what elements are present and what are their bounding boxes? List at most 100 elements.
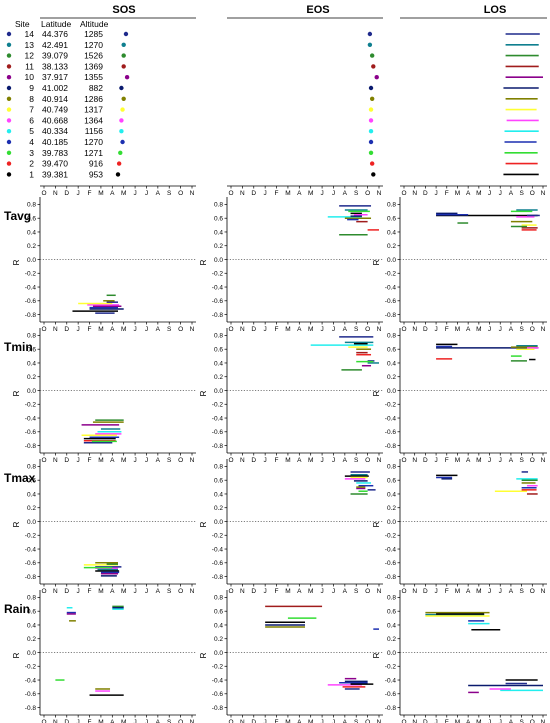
x-tick-label-sos-timing-12: O <box>178 190 183 197</box>
x-tick-label-tmax-eos-9: J <box>332 588 335 595</box>
x-tick-label-tavg-eos-9: J <box>332 326 335 333</box>
x-tick-label-sos-timing-11: S <box>167 190 172 197</box>
x-tick-label-tavg-sos-3: J <box>77 326 80 333</box>
legend-site-13: 13 <box>25 40 35 50</box>
y-tick-label-tavg-eos-5: -0.2 <box>212 271 224 278</box>
x-tick-label-tavg-los-2: D <box>423 326 428 333</box>
x-tick-label-rain-sos-0: O <box>41 719 46 723</box>
x-tick-label-tmin-eos-5: M <box>285 457 290 464</box>
y-tick-label-tavg-sos-6: -0.4 <box>25 284 37 291</box>
legend-site-11: 11 <box>25 61 34 71</box>
y-tick-label-tavg-los-7: -0.6 <box>385 298 397 305</box>
y-tick-label-tavg-sos-4: 0.0 <box>27 257 36 264</box>
legend-site-8: 8 <box>29 94 34 104</box>
x-tick-label-tmax-sos-7: M <box>121 588 126 595</box>
y-tick-label-rain-los-0: 0.8 <box>387 595 396 602</box>
legend-site-7: 7 <box>29 105 34 115</box>
legend-altitude-site-2: 916 <box>89 159 103 169</box>
legend-latitude-site-13: 42.491 <box>42 40 68 50</box>
y-axis-label-tmin-los: R <box>372 390 381 396</box>
x-tick-label-tmin-sos-9: J <box>145 457 148 464</box>
x-tick-label-sos-timing-1: N <box>53 190 58 197</box>
legend-latitude-site-4: 40.185 <box>42 137 68 147</box>
x-tick-label-tavg-sos-12: O <box>178 326 183 333</box>
x-tick-label-tmax-eos-13: N <box>377 588 382 595</box>
eos-point-site-3 <box>368 150 374 155</box>
y-tick-label-tmax-eos-0: 0.8 <box>214 464 223 471</box>
legend-altitude-site-14: 1285 <box>84 29 103 39</box>
y-tick-label-tmin-los-0: 0.8 <box>387 333 396 340</box>
x-tick-label-tmax-sos-9: J <box>145 588 148 595</box>
x-tick-label-sos-timing-9: J <box>145 190 148 197</box>
x-tick-label-tmin-los-0: O <box>401 457 406 464</box>
legend-swatch-site-8 <box>6 96 12 102</box>
x-tick-label-tmax-los-7: M <box>476 588 481 595</box>
y-axis-label-rain-eos: R <box>199 652 208 658</box>
x-tick-label-tmin-sos-4: F <box>88 457 92 464</box>
x-tick-label-tmax-sos-10: A <box>156 588 161 595</box>
x-tick-label-los-timing-9: J <box>499 190 502 197</box>
x-tick-label-rain-los-6: A <box>466 719 471 723</box>
x-tick-label-tmin-los-12: O <box>530 457 535 464</box>
x-tick-label-rain-los-5: M <box>455 719 460 723</box>
y-tick-label-rain-los-3: 0.2 <box>387 636 396 643</box>
x-tick-label-tavg-los-13: N <box>541 326 546 333</box>
x-tick-label-tmin-los-6: A <box>466 457 471 464</box>
x-tick-label-rain-eos-10: A <box>343 719 348 723</box>
x-tick-label-tavg-sos-6: A <box>110 326 115 333</box>
legend-swatch-site-2 <box>6 161 12 166</box>
x-tick-label-tavg-los-7: M <box>476 326 481 333</box>
x-tick-label-tavg-los-8: J <box>488 326 491 333</box>
y-tick-label-tmax-sos-5: -0.2 <box>25 533 37 540</box>
y-tick-label-rain-los-5: -0.2 <box>385 664 397 671</box>
x-tick-label-tmin-eos-11: S <box>354 457 359 464</box>
legend-latitude-site-5: 40.334 <box>42 126 68 136</box>
x-tick-label-tmin-los-4: F <box>445 457 449 464</box>
x-tick-label-tmax-los-9: J <box>499 588 502 595</box>
y-tick-label-tmin-eos-6: -0.4 <box>212 415 224 422</box>
x-tick-label-tmin-los-13: N <box>541 457 546 464</box>
x-tick-label-rain-sos-5: M <box>98 719 103 723</box>
legend-latitude-site-14: 44.376 <box>42 29 68 39</box>
legend-altitude-site-8: 1286 <box>84 94 103 104</box>
x-tick-label-tmax-eos-7: M <box>308 588 313 595</box>
x-tick-label-tavg-sos-4: F <box>88 326 92 333</box>
y-tick-label-rain-los-6: -0.4 <box>385 677 397 684</box>
y-axis-label-tmax-los: R <box>372 521 381 527</box>
legend-site-12: 12 <box>25 51 35 61</box>
x-tick-label-tavg-eos-13: N <box>377 326 382 333</box>
x-tick-label-tmin-los-10: A <box>509 457 514 464</box>
legend-latitude-site-7: 40.749 <box>42 105 68 115</box>
legend-site-4: 4 <box>29 137 34 147</box>
x-tick-label-eos-timing-12: O <box>365 190 370 197</box>
x-tick-label-tavg-sos-11: S <box>167 326 172 333</box>
y-tick-label-tavg-los-1: 0.6 <box>387 216 396 223</box>
legend-site-10: 10 <box>25 72 35 82</box>
y-tick-label-tmax-los-3: 0.2 <box>387 505 396 512</box>
x-tick-label-rain-los-7: M <box>476 719 481 723</box>
y-tick-label-tavg-los-4: 0.0 <box>387 257 396 264</box>
y-tick-label-tavg-eos-8: -0.8 <box>212 312 224 319</box>
x-tick-label-los-timing-13: N <box>541 190 546 197</box>
sos-point-site-11 <box>121 64 126 69</box>
y-tick-label-rain-sos-1: 0.6 <box>27 609 36 616</box>
y-axis-label-tavg-eos: R <box>199 259 208 265</box>
legend-altitude-site-13: 1270 <box>84 40 103 50</box>
y-tick-label-tmin-los-4: 0.0 <box>387 388 396 395</box>
row-label-rain: Rain <box>4 602 30 616</box>
x-tick-label-tmin-sos-7: M <box>121 457 126 464</box>
x-tick-label-tmax-sos-3: J <box>77 588 80 595</box>
x-tick-label-tavg-eos-12: O <box>365 326 370 333</box>
y-tick-label-tmin-eos-3: 0.2 <box>214 374 223 381</box>
eos-point-site-11 <box>371 64 376 69</box>
x-tick-label-rain-eos-11: S <box>354 719 359 723</box>
y-tick-label-tmin-eos-5: -0.2 <box>212 402 224 409</box>
y-tick-label-tmax-los-5: -0.2 <box>385 533 397 540</box>
sos-point-site-9 <box>119 85 124 91</box>
x-tick-label-tmin-los-1: N <box>412 457 417 464</box>
y-axis-label-rain-los: R <box>372 652 381 658</box>
y-tick-label-tmin-sos-1: 0.6 <box>27 347 36 354</box>
legend-altitude-site-3: 1271 <box>84 148 103 158</box>
x-tick-label-tmax-los-8: J <box>488 588 491 595</box>
